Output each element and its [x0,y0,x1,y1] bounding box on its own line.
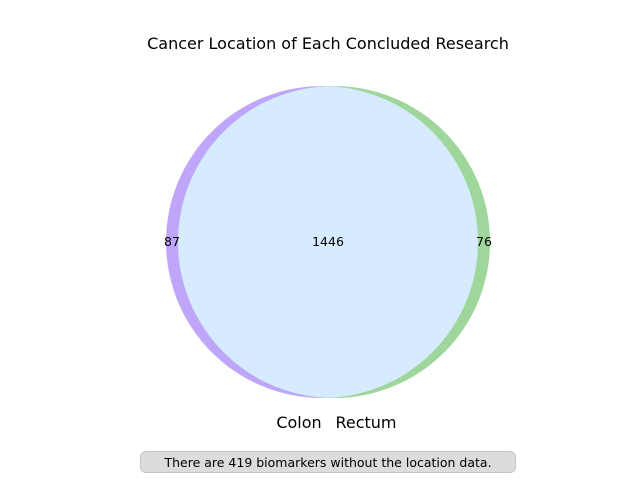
rectum-only-count: 76 [476,234,492,249]
rectum-label: Rectum [335,413,396,432]
intersection-count: 1446 [312,234,344,249]
note-box: There are 419 biomarkers without the loc… [140,451,516,473]
note-text: There are 419 biomarkers without the loc… [164,454,492,470]
diagram-title: Cancer Location of Each Concluded Resear… [147,34,509,53]
colon-only-count: 87 [164,234,180,249]
colon-label: Colon [276,413,321,432]
intersection-region [178,86,478,398]
